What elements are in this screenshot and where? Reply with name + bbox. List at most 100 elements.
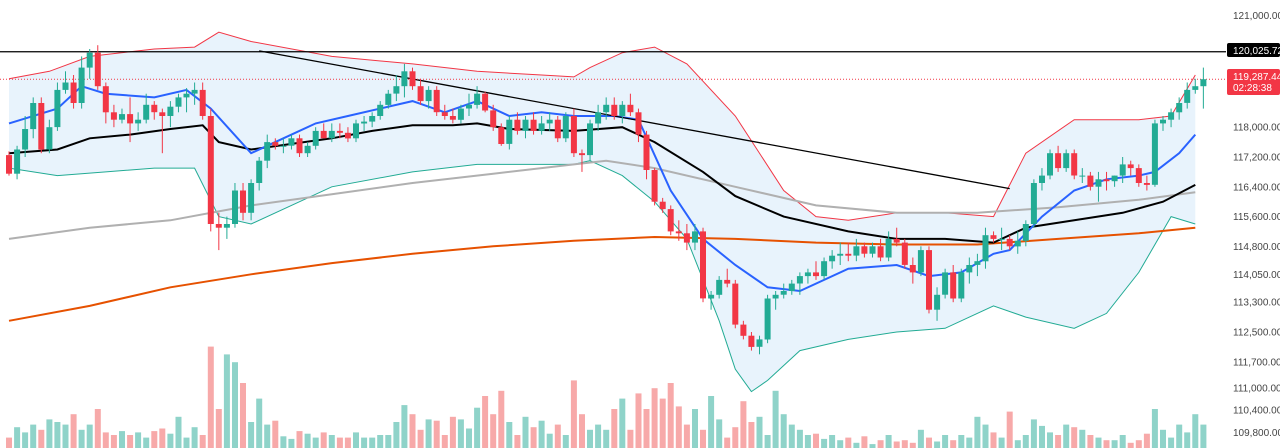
y-tick-label: 121,000.00 xyxy=(1233,11,1280,22)
y-tick-label: 113,300.00 xyxy=(1233,298,1280,309)
candle-body xyxy=(191,89,198,94)
candle-body xyxy=(772,294,779,299)
candle-body xyxy=(829,255,836,262)
candle-body xyxy=(619,104,626,116)
volume-bar xyxy=(990,432,997,448)
volume-bar xyxy=(54,422,61,448)
drawing-layer[interactable] xyxy=(0,50,1226,190)
volume-bar xyxy=(966,437,973,448)
volume-bar xyxy=(272,420,279,448)
candle-body xyxy=(232,190,238,224)
volume-bar xyxy=(151,431,158,448)
candle-body xyxy=(756,339,763,347)
candle-body xyxy=(692,231,698,243)
candle-body xyxy=(54,89,61,128)
volume-bar xyxy=(611,409,618,448)
volume-bar xyxy=(692,409,698,448)
candle-body xyxy=(449,116,456,120)
volume-bar xyxy=(780,414,787,448)
volume-bar xyxy=(708,396,715,448)
volume-bar xyxy=(909,442,916,448)
volume-bar xyxy=(175,416,182,448)
candle-body xyxy=(1071,153,1078,176)
candle-body xyxy=(1119,164,1126,176)
candle-body xyxy=(1168,112,1175,120)
candle-body xyxy=(474,93,481,105)
volume-bar xyxy=(46,419,53,448)
volume-bar xyxy=(369,437,376,448)
volume-bar xyxy=(457,419,464,448)
candle-body xyxy=(320,130,327,139)
volume-bar xyxy=(86,424,93,448)
volume-bar xyxy=(328,435,335,448)
candle-body xyxy=(893,238,900,243)
candle-body xyxy=(530,119,537,131)
volume-bar xyxy=(1143,433,1150,448)
candle-body xyxy=(353,123,359,139)
candle-body xyxy=(514,119,521,131)
candle-body xyxy=(70,82,77,103)
candle-body xyxy=(522,119,529,131)
volume-bar xyxy=(1119,435,1126,448)
volume-bar xyxy=(22,432,29,448)
volume-bar xyxy=(587,429,593,448)
candle-body xyxy=(885,238,892,258)
bollinger-upper-line xyxy=(8,31,1196,221)
volume-bar xyxy=(288,438,295,448)
volume-bar xyxy=(1192,414,1199,448)
candle-body xyxy=(934,294,941,310)
candle-body xyxy=(1103,179,1110,182)
volume-bar xyxy=(78,429,85,448)
volume-bar xyxy=(942,435,949,448)
candle-body xyxy=(328,130,335,139)
candle-body xyxy=(425,89,432,102)
candle-body xyxy=(958,272,965,299)
volume-bar xyxy=(119,431,125,448)
volume-bar xyxy=(1176,424,1183,448)
volume-bar xyxy=(700,429,706,448)
candle-body xyxy=(1039,175,1045,183)
volume-bar xyxy=(514,435,521,448)
volume-bar xyxy=(353,432,359,448)
volume-bar xyxy=(94,409,101,448)
candle-body xyxy=(102,86,109,113)
volume-bar xyxy=(1200,424,1207,448)
volume-bar xyxy=(756,416,763,448)
volume-bar xyxy=(240,383,246,448)
volume-bar xyxy=(1135,440,1142,448)
candle-body xyxy=(877,246,884,258)
candle-body xyxy=(587,123,593,156)
volume-bar xyxy=(1047,432,1053,448)
volume-bar xyxy=(482,396,489,448)
candle-body xyxy=(127,114,134,124)
volume-bar xyxy=(1103,440,1110,448)
volume-bar xyxy=(562,435,569,448)
volume-bar xyxy=(280,436,287,448)
volume-bar xyxy=(1168,437,1175,448)
candle-body xyxy=(46,127,53,150)
candle-body xyxy=(683,233,690,243)
volume-bar xyxy=(425,419,432,448)
candle-body xyxy=(167,106,174,116)
candle-body xyxy=(280,145,287,147)
volume-bar xyxy=(570,380,577,448)
volume-bar xyxy=(821,438,828,448)
volume-bar xyxy=(344,437,351,448)
candle-body xyxy=(740,324,747,336)
volume-bar xyxy=(401,405,408,448)
candle-body xyxy=(861,246,868,254)
volume-bar xyxy=(320,432,327,448)
volume-bar xyxy=(1071,427,1078,448)
candle-body xyxy=(1111,175,1118,182)
y-axis[interactable]: 121,000.00 118,000.00 117,200.00 116,400.00… xyxy=(1233,11,1280,439)
candle-body xyxy=(1055,153,1062,169)
volume-bar xyxy=(207,346,214,448)
candle-body xyxy=(119,114,125,120)
candle-body xyxy=(344,132,351,139)
candle-body xyxy=(30,103,37,130)
trend-line[interactable] xyxy=(259,50,1010,190)
bollinger-fill-layer xyxy=(9,32,1196,392)
candle-body xyxy=(482,93,489,111)
volume-bar xyxy=(934,441,941,448)
